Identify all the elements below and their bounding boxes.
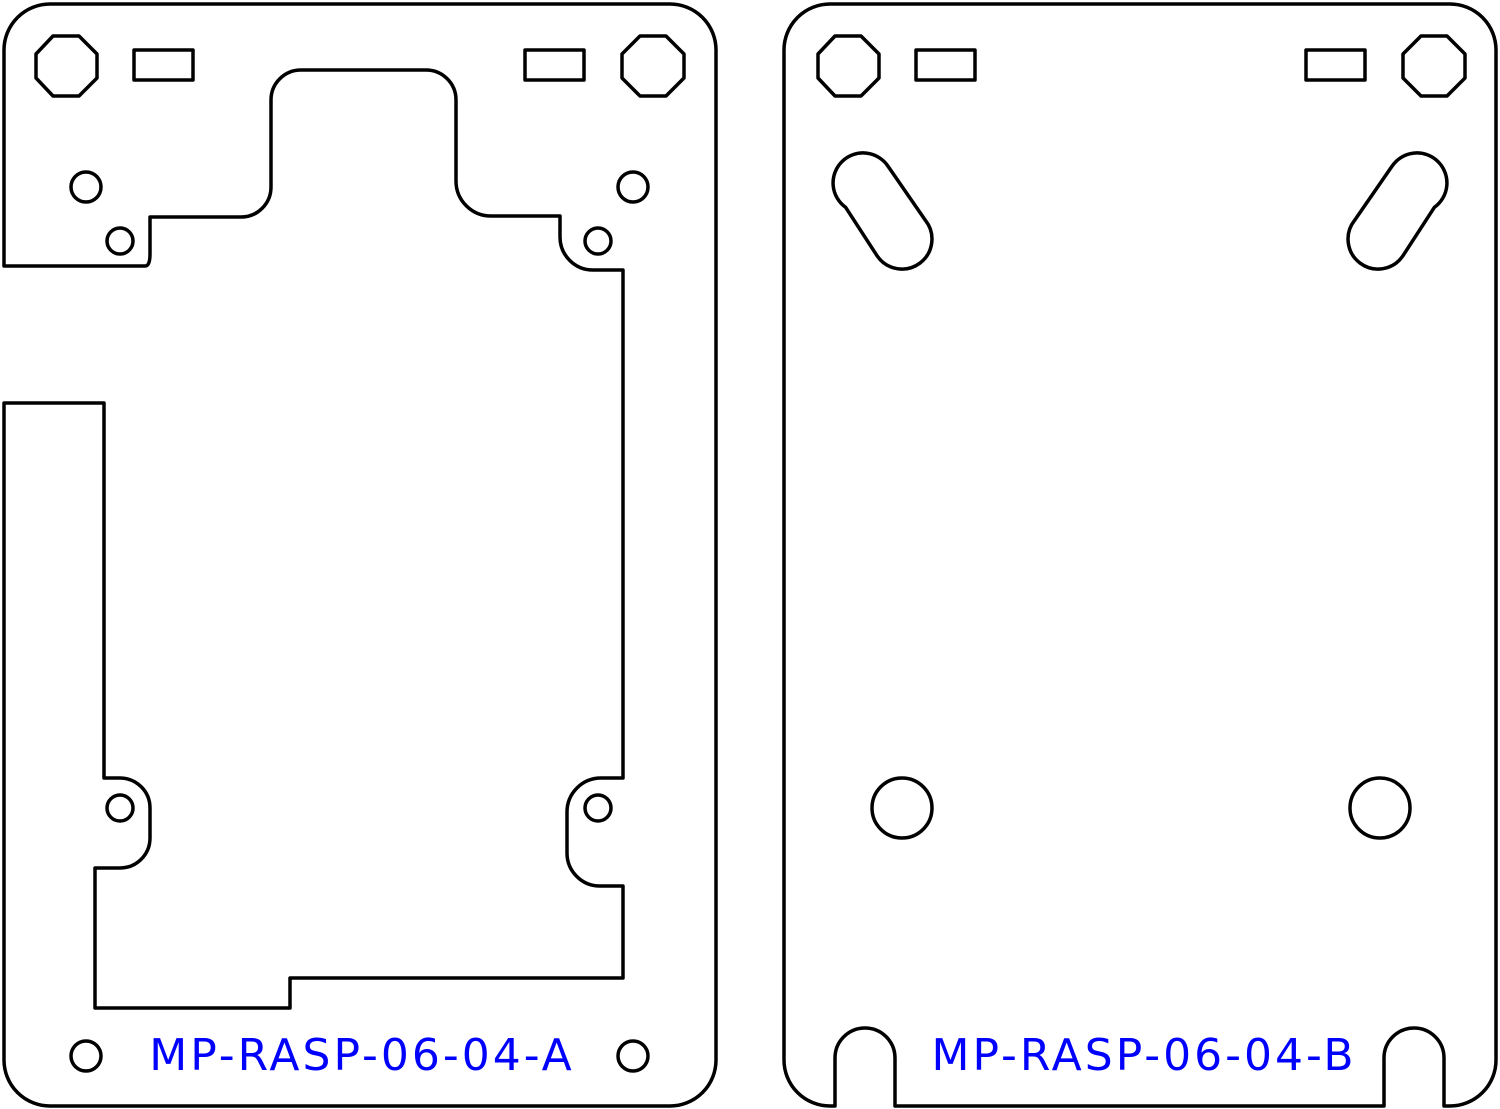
- hole-bottom-left: [69, 1039, 103, 1073]
- octagon-hole-top-left: [34, 34, 99, 98]
- rect-slot-top-right: [523, 48, 586, 82]
- hole-upper-left-large: [69, 170, 103, 204]
- part-b: MP-RASP-06-04-B: [782, 2, 1498, 1108]
- angled-slot-right: [1346, 151, 1449, 271]
- hole-lower-left: [870, 776, 934, 840]
- hole-middle-right: [583, 793, 613, 823]
- part-a-label: MP-RASP-06-04-A: [149, 1030, 575, 1081]
- part-b-outer-outline: [782, 2, 1498, 1108]
- hole-upper-right-large: [616, 170, 650, 204]
- hole-upper-right-small: [583, 226, 613, 256]
- angled-slot-left: [831, 151, 934, 271]
- octagon-hole-top-left: [816, 34, 881, 98]
- octagon-hole-top-right: [620, 34, 686, 98]
- octagon-hole-top-right: [1401, 34, 1467, 98]
- hole-middle-left: [105, 793, 135, 823]
- rect-slot-top-right: [1304, 48, 1367, 82]
- part-a-outer-outline: [2, 2, 718, 1108]
- part-a: MP-RASP-06-04-A: [2, 2, 718, 1108]
- rect-slot-top-left: [914, 48, 977, 82]
- part-b-label: MP-RASP-06-04-B: [931, 1030, 1356, 1081]
- rect-slot-top-left: [132, 48, 195, 82]
- hole-bottom-right: [616, 1039, 650, 1073]
- hole-lower-right: [1348, 776, 1412, 840]
- hole-upper-left-small: [105, 226, 135, 256]
